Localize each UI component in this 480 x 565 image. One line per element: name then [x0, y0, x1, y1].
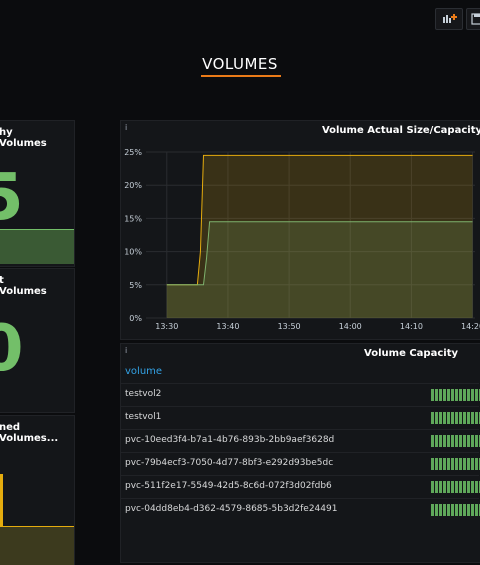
capacity-gauge — [431, 412, 480, 424]
series-area — [166, 155, 473, 318]
x-tick-label: 14:00 — [339, 322, 362, 331]
x-tick-label: 13:30 — [155, 322, 178, 331]
table-row[interactable]: testvol2 — [121, 383, 480, 406]
volume-name: testvol2 — [125, 389, 162, 399]
x-tick-label: 14:10 — [400, 322, 423, 331]
capacity-gauge — [431, 435, 480, 447]
capacity-gauge — [431, 458, 480, 470]
chart-title: Volume Actual Size/Capacity — [321, 125, 480, 136]
y-tick-label: 10% — [124, 248, 142, 257]
volume-capacity-panel[interactable]: i Volume Capacity volume testvol2 testvol… — [120, 343, 480, 563]
series-line — [166, 221, 473, 286]
stat-panel-healthy-volumes[interactable]: hy Volumes 5 — [0, 120, 75, 267]
x-tick-label: 13:50 — [278, 322, 301, 331]
stat-panel-title: t Volumes — [0, 275, 47, 297]
y-tick-label: 20% — [124, 181, 142, 190]
capacity-gauge — [431, 389, 480, 401]
volume-size-chart: 0% 5% 10% 15% 20% 25% 13:30 13:40 13:50 14:00 14:1… — [124, 148, 480, 331]
series-area — [166, 221, 473, 318]
capacity-gauge — [431, 481, 480, 493]
panel-title: Volume Capacity — [364, 348, 458, 359]
stat-value-fragment — [0, 474, 3, 534]
table-row[interactable]: pvc-10eed3f4-b7a1-4b76-893b-2bb9aef3628d — [121, 429, 480, 452]
column-header-volume[interactable]: volume — [125, 366, 163, 377]
stat-sparkline — [0, 526, 74, 565]
y-tick-label: 5% — [129, 281, 142, 290]
y-tick-label: 15% — [124, 214, 142, 223]
y-tick-label: 0% — [129, 314, 142, 323]
stat-panel-volumes[interactable]: t Volumes 0 — [0, 268, 75, 413]
table-row[interactable]: pvc-79b4ecf3-7050-4d77-8bf3-e292d93be5dc — [121, 452, 480, 475]
volume-name: pvc-79b4ecf3-7050-4d77-8bf3-e292d93be5dc — [125, 458, 334, 468]
volume-name: pvc-511f2e17-5549-42d5-8c6d-072f3d02fdb6 — [125, 481, 332, 491]
row-title[interactable]: VOLUMES — [202, 55, 278, 73]
stat-value: 0 — [0, 312, 24, 386]
row-title-underline — [201, 75, 281, 77]
table-row[interactable]: pvc-04dd8eb4-d362-4579-8685-5b3d2fe24491 — [121, 498, 480, 521]
volume-size-chart-panel[interactable]: i Volume Actual Size/Capacity 0% 5% 10% 15%… — [120, 120, 480, 340]
capacity-gauge — [431, 504, 480, 516]
y-tick-label: 25% — [124, 148, 142, 157]
x-tick-label: 13:40 — [216, 322, 239, 331]
save-icon — [471, 13, 480, 25]
volume-name: testvol1 — [125, 412, 162, 422]
volume-name: pvc-10eed3f4-b7a1-4b76-893b-2bb9aef3628d — [125, 435, 335, 445]
add-panel-button[interactable] — [435, 8, 463, 30]
add-panel-icon — [443, 14, 457, 23]
panel-info-icon[interactable]: i — [125, 346, 128, 355]
stat-panel-title: ned Volumes... — [0, 422, 59, 444]
table-row[interactable]: testvol1 — [121, 406, 480, 429]
table-row[interactable]: pvc-511f2e17-5549-42d5-8c6d-072f3d02fdb6 — [121, 475, 480, 498]
volume-name: pvc-04dd8eb4-d362-4579-8685-5b3d2fe24491 — [125, 504, 338, 514]
stat-panel-provisioned-volumes[interactable]: ned Volumes... — [0, 415, 75, 565]
panel-info-icon[interactable]: i — [125, 123, 128, 132]
save-dashboard-button[interactable] — [466, 8, 480, 30]
x-tick-label: 14:20 — [461, 322, 480, 331]
stat-panel-title: hy Volumes — [0, 127, 47, 149]
stat-value: 5 — [0, 161, 24, 235]
stat-sparkline — [0, 229, 74, 264]
